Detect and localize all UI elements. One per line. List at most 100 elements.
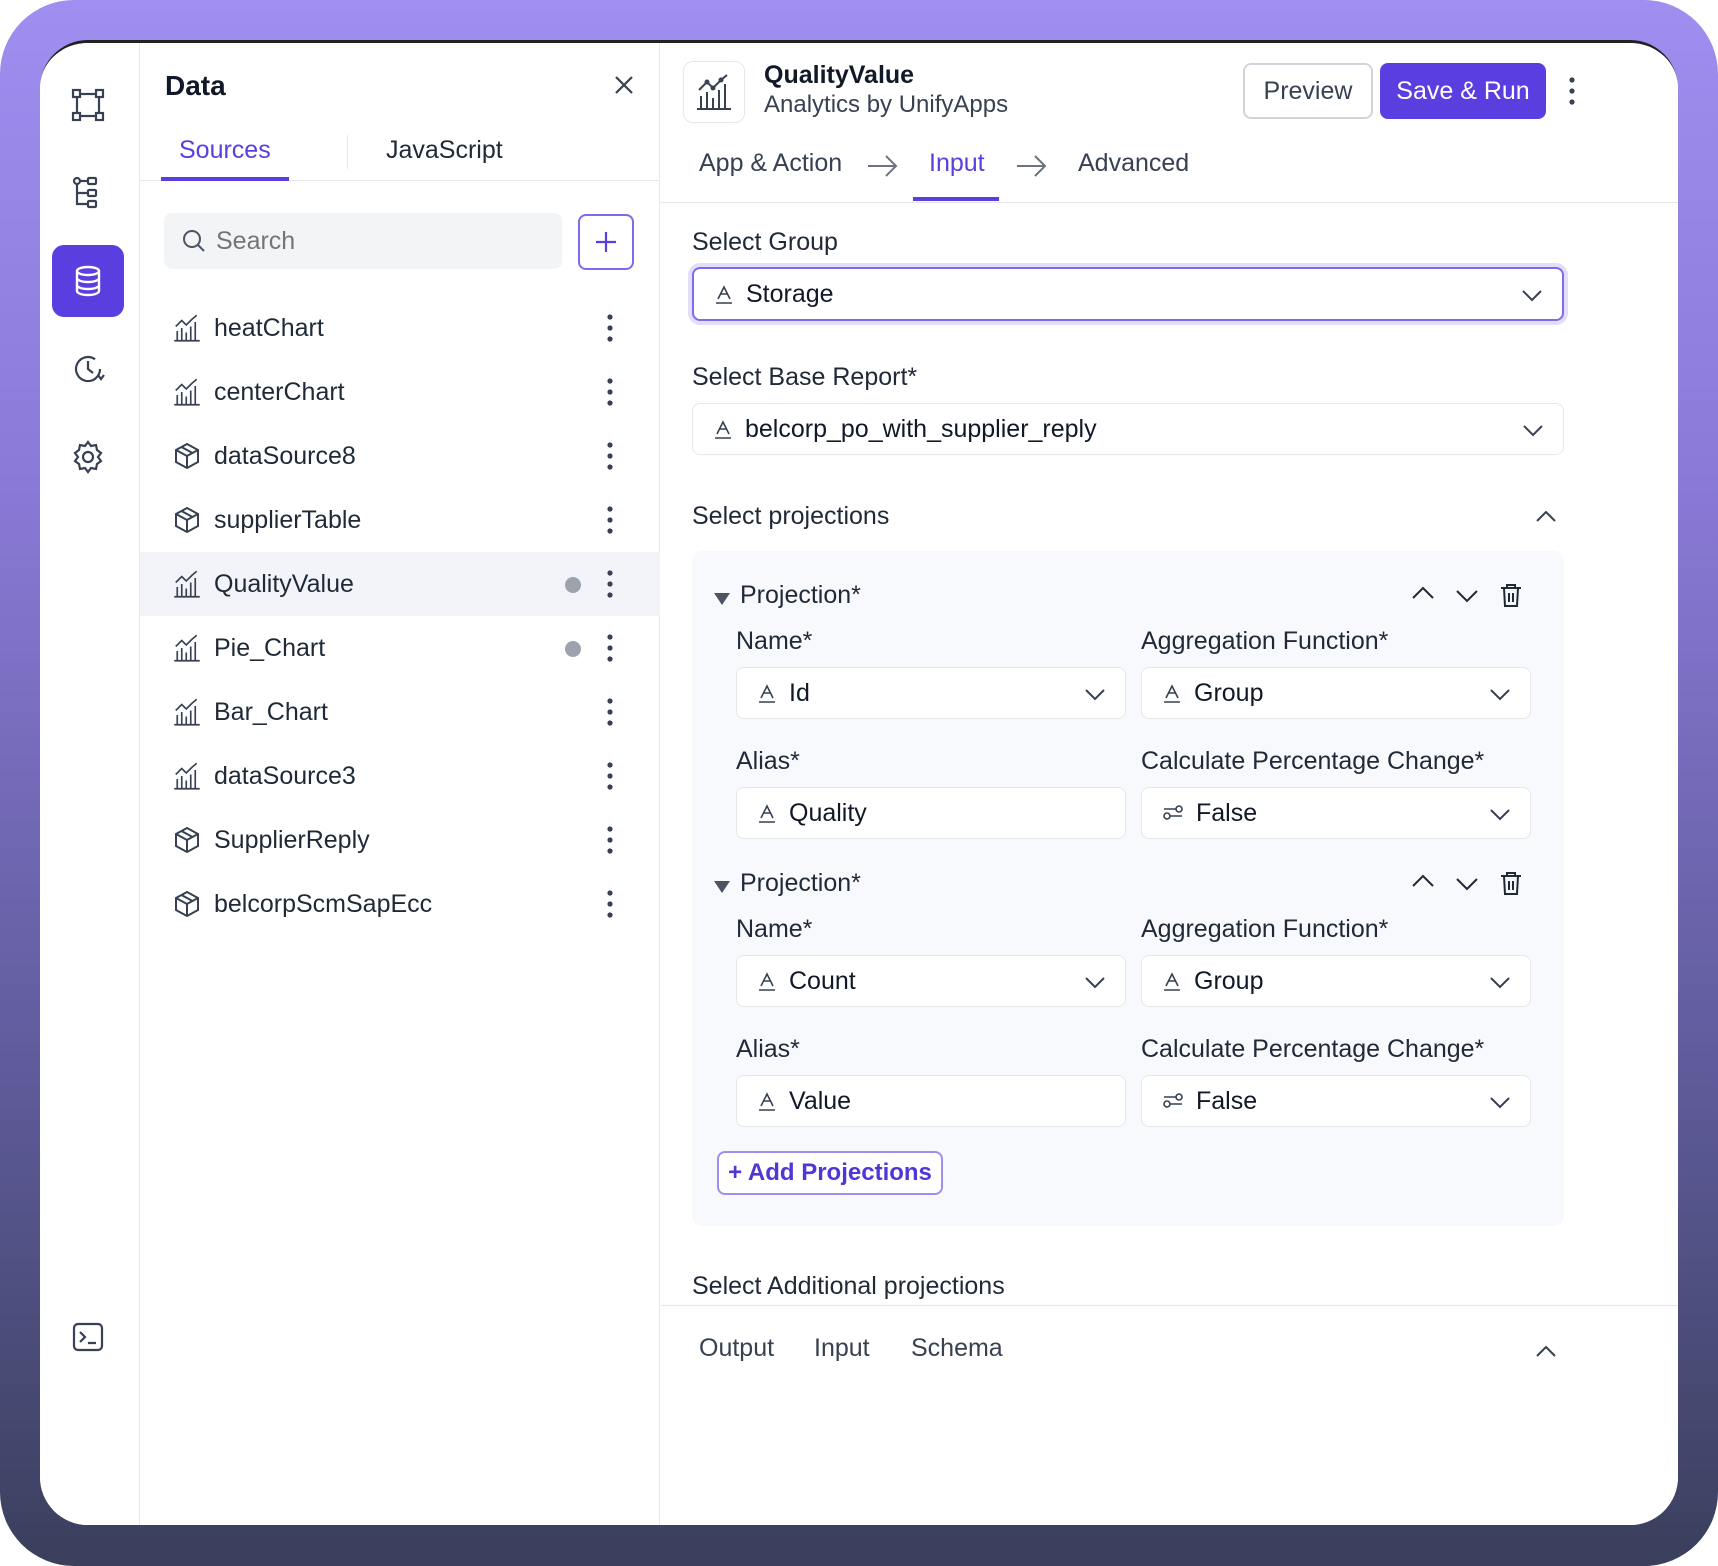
step-input[interactable]: Input: [929, 149, 985, 177]
collapse-triangle-icon[interactable]: [714, 593, 730, 605]
source-item-label: heatChart: [214, 313, 324, 342]
unsaved-dot: [565, 641, 581, 657]
source-item-label: dataSource8: [214, 441, 356, 470]
projection-title: Projection*: [740, 581, 861, 609]
source-item-label: centerChart: [214, 377, 345, 406]
percentage-change-label: Calculate Percentage Change*: [1141, 1035, 1485, 1063]
source-item[interactable]: Pie_Chart: [140, 616, 660, 680]
tab-schema[interactable]: Schema: [911, 1334, 1003, 1362]
report-label: Select Base Report*: [692, 363, 918, 391]
terminal-icon[interactable]: [52, 1301, 124, 1373]
source-item[interactable]: heatChart: [140, 296, 660, 360]
source-item[interactable]: QualityValue: [140, 552, 660, 616]
unsaved-dot: [565, 577, 581, 593]
source-item-label: SupplierReply: [214, 825, 370, 854]
frame-icon[interactable]: [52, 69, 124, 141]
chevron-up-icon[interactable]: [1534, 505, 1558, 529]
search-icon: [183, 230, 205, 252]
chevron-up-icon[interactable]: [1534, 1340, 1558, 1364]
source-item[interactable]: centerChart: [140, 360, 660, 424]
panel-title: Data: [165, 70, 226, 101]
step-tabs: App & Action Input Advanced: [661, 135, 1678, 203]
add-projections-button[interactable]: + Add Projections: [717, 1151, 943, 1195]
toggle-type-icon: [1162, 1091, 1184, 1111]
cube-icon: [172, 825, 202, 855]
name-label: Name*: [736, 915, 813, 943]
name-select[interactable]: Id: [736, 667, 1126, 719]
source-item-label: dataSource3: [214, 761, 356, 790]
aggregation-select[interactable]: Group: [1141, 667, 1531, 719]
add-source-button[interactable]: [578, 214, 634, 270]
database-icon[interactable]: [52, 245, 124, 317]
aggregation-label: Aggregation Function*: [1141, 627, 1389, 655]
percentage-change-select-value: False: [1196, 798, 1258, 827]
bottom-panel: Output Input Schema: [661, 1305, 1678, 1401]
group-select[interactable]: Storage: [692, 267, 1564, 321]
group-label: Select Group: [692, 228, 838, 256]
chevron-down-icon[interactable]: [1453, 869, 1481, 897]
app-window: Data Sources JavaScript heatChart centerC…: [40, 40, 1678, 1525]
alias-input[interactable]: Value: [736, 1075, 1126, 1127]
search-box[interactable]: [164, 213, 562, 269]
alias-input-value: Quality: [789, 798, 867, 827]
settings-icon[interactable]: [52, 421, 124, 493]
chart-icon: [697, 74, 731, 110]
tab-output[interactable]: Output: [699, 1334, 775, 1362]
text-type-icon: [1162, 683, 1182, 703]
preview-button[interactable]: Preview: [1243, 63, 1373, 119]
step-app-action[interactable]: App & Action: [699, 149, 843, 177]
step-advanced[interactable]: Advanced: [1078, 149, 1190, 177]
tab-sources[interactable]: Sources: [161, 125, 289, 181]
icon-rail: [40, 43, 140, 1525]
source-item[interactable]: supplierTable: [140, 488, 660, 552]
arrow-right-icon: [1017, 155, 1047, 177]
app-icon: [683, 61, 745, 123]
source-item[interactable]: dataSource3: [140, 744, 660, 808]
percentage-change-label: Calculate Percentage Change*: [1141, 747, 1485, 775]
aggregation-select[interactable]: Group: [1141, 955, 1531, 1007]
source-item[interactable]: belcorpScmSapEcc: [140, 872, 660, 936]
tree-icon[interactable]: [52, 157, 124, 229]
editor-header: QualityValue Analytics by UnifyApps Prev…: [661, 43, 1678, 143]
chevron-down-icon[interactable]: [1453, 581, 1481, 609]
text-type-icon: [757, 1091, 777, 1111]
chart-icon: [172, 697, 202, 727]
name-label: Name*: [736, 627, 813, 655]
close-icon[interactable]: [610, 71, 638, 99]
source-item-label: belcorpScmSapEcc: [214, 889, 433, 918]
arrow-right-icon: [868, 155, 898, 177]
trash-icon[interactable]: [1497, 869, 1525, 897]
report-value: belcorp_po_with_supplier_reply: [745, 414, 1097, 443]
tab-input[interactable]: Input: [814, 1334, 870, 1362]
alias-input[interactable]: Quality: [736, 787, 1126, 839]
percentage-change-select[interactable]: False: [1141, 1075, 1531, 1127]
report-select[interactable]: belcorp_po_with_supplier_reply: [692, 403, 1564, 455]
plus-icon: [596, 232, 616, 252]
chevron-up-icon[interactable]: [1409, 869, 1437, 897]
source-item-label: supplierTable: [214, 505, 362, 534]
save-run-button[interactable]: Save & Run: [1380, 63, 1546, 119]
aggregation-select-value: Group: [1194, 966, 1264, 995]
panel-tabs: Sources JavaScript: [140, 125, 660, 181]
collapse-triangle-icon[interactable]: [714, 881, 730, 893]
search-input[interactable]: [216, 226, 536, 256]
text-type-icon: [1162, 971, 1182, 991]
source-item[interactable]: Bar_Chart: [140, 680, 660, 744]
toggle-type-icon: [1162, 803, 1184, 823]
text-type-icon: [716, 285, 732, 304]
name-select[interactable]: Count: [736, 955, 1126, 1007]
chevron-up-icon[interactable]: [1409, 581, 1437, 609]
cube-icon: [172, 889, 202, 919]
source-item[interactable]: dataSource8: [140, 424, 660, 488]
trash-icon[interactable]: [1497, 581, 1525, 609]
history-icon[interactable]: [52, 333, 124, 405]
source-item[interactable]: SupplierReply: [140, 808, 660, 872]
tab-javascript[interactable]: JavaScript: [386, 136, 503, 164]
chevron-down-icon: [1522, 290, 1542, 302]
chart-icon: [172, 633, 202, 663]
percentage-change-select[interactable]: False: [1141, 787, 1531, 839]
chart-icon: [172, 313, 202, 343]
source-item-label: Pie_Chart: [214, 633, 326, 662]
more-options-icon[interactable]: [1566, 75, 1578, 107]
projections-label: Select projections: [692, 502, 890, 530]
